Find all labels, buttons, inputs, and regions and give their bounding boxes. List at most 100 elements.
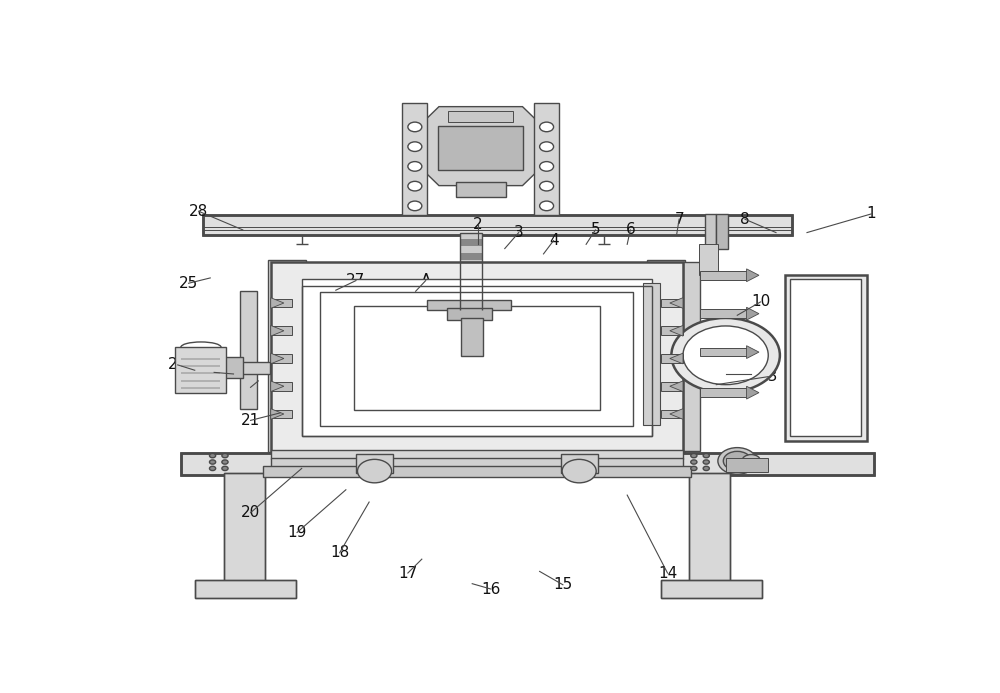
Polygon shape <box>670 409 683 419</box>
Bar <box>661 581 762 597</box>
Bar <box>460 294 482 301</box>
Circle shape <box>540 161 554 171</box>
Bar <box>643 283 660 425</box>
Circle shape <box>691 453 697 458</box>
Circle shape <box>742 455 761 467</box>
Polygon shape <box>271 298 284 308</box>
Bar <box>461 318 483 356</box>
Bar <box>195 581 296 597</box>
Bar <box>790 279 861 437</box>
Circle shape <box>358 459 392 483</box>
Bar <box>689 473 730 585</box>
Bar <box>700 271 747 279</box>
Bar <box>661 354 683 362</box>
Bar <box>271 410 292 419</box>
Text: 18: 18 <box>330 545 349 560</box>
Bar <box>460 349 482 356</box>
Bar <box>726 458 768 472</box>
Bar <box>240 291 257 409</box>
Text: 17: 17 <box>398 565 418 581</box>
Text: B: B <box>746 367 756 381</box>
Bar <box>202 215 792 235</box>
Bar <box>220 358 243 378</box>
Circle shape <box>408 142 422 152</box>
Polygon shape <box>271 409 284 419</box>
Bar <box>271 450 683 459</box>
Circle shape <box>209 460 216 464</box>
Bar <box>661 410 683 419</box>
Bar <box>460 246 482 253</box>
Text: 22: 22 <box>241 380 260 395</box>
Text: 5: 5 <box>591 222 600 238</box>
Circle shape <box>723 451 751 471</box>
Bar <box>460 328 482 335</box>
Bar <box>460 287 482 294</box>
Bar <box>356 454 393 473</box>
Bar <box>716 214 728 249</box>
Polygon shape <box>670 353 683 364</box>
Bar <box>448 111 513 123</box>
Polygon shape <box>747 307 759 320</box>
Circle shape <box>222 466 228 471</box>
Circle shape <box>703 460 709 464</box>
Polygon shape <box>670 381 683 392</box>
Circle shape <box>718 448 757 474</box>
Text: 7: 7 <box>674 212 684 227</box>
Bar <box>460 322 482 328</box>
Bar <box>689 473 730 585</box>
Bar <box>460 280 482 287</box>
Bar <box>402 103 427 215</box>
Text: 2: 2 <box>473 217 482 232</box>
Bar <box>700 388 747 397</box>
Bar <box>460 260 482 267</box>
Polygon shape <box>421 107 540 186</box>
Polygon shape <box>747 386 759 399</box>
Bar <box>460 335 482 342</box>
Bar <box>271 262 683 451</box>
Bar <box>460 315 482 322</box>
Circle shape <box>540 182 554 191</box>
Bar <box>263 466 691 477</box>
Text: 14: 14 <box>658 565 677 581</box>
Polygon shape <box>271 381 284 392</box>
Circle shape <box>683 326 768 385</box>
Bar <box>661 326 683 335</box>
Text: 15: 15 <box>553 577 572 593</box>
Text: 21: 21 <box>241 413 260 428</box>
Bar <box>460 233 482 356</box>
Bar <box>647 261 685 453</box>
Bar <box>271 326 292 335</box>
Bar <box>561 454 598 473</box>
Bar <box>661 581 762 597</box>
Bar <box>196 362 270 374</box>
Bar <box>181 453 874 475</box>
Bar <box>427 300 511 310</box>
Bar <box>460 308 482 315</box>
Text: 13: 13 <box>759 369 778 384</box>
Text: 10: 10 <box>751 295 770 310</box>
Bar <box>224 473 264 585</box>
Bar <box>700 348 747 356</box>
Circle shape <box>671 318 780 393</box>
Circle shape <box>408 161 422 171</box>
Bar <box>460 233 482 239</box>
Polygon shape <box>747 346 759 358</box>
Bar <box>438 126 523 170</box>
Text: 4: 4 <box>549 233 558 248</box>
Circle shape <box>703 453 709 458</box>
Circle shape <box>222 460 228 464</box>
Text: 1: 1 <box>867 207 876 221</box>
Text: 19: 19 <box>287 525 307 540</box>
Text: 20: 20 <box>241 505 260 520</box>
Text: 3: 3 <box>514 225 524 240</box>
Bar <box>661 382 683 391</box>
Circle shape <box>691 466 697 471</box>
Circle shape <box>540 142 554 152</box>
Bar <box>456 182 506 198</box>
Bar <box>202 215 792 235</box>
Bar <box>268 261 306 453</box>
Circle shape <box>209 453 216 458</box>
Circle shape <box>703 466 709 471</box>
Bar <box>271 299 292 307</box>
Text: 27: 27 <box>346 273 366 288</box>
